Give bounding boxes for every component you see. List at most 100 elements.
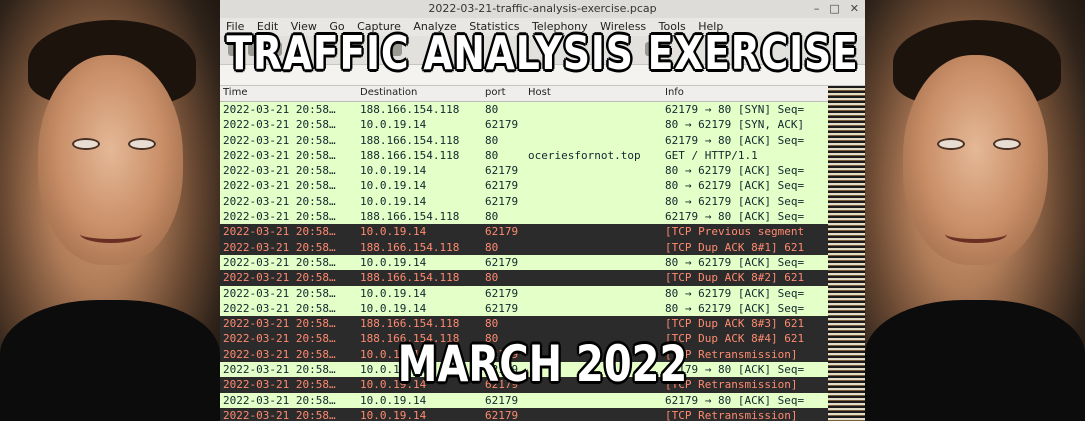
packet-port: 80 — [485, 148, 499, 162]
packet-time: 2022-03-21 20:58… — [223, 133, 336, 147]
packet-info: 62179 → 80 [ACK] Seq= — [665, 133, 805, 147]
packet-time: 2022-03-21 20:58… — [223, 148, 336, 162]
packet-port: 62179 — [485, 347, 519, 361]
menu-tools[interactable]: Tools — [658, 20, 686, 33]
packet-port: 80 — [485, 133, 499, 147]
close-icon[interactable]: ✕ — [849, 2, 859, 15]
menu-telephony[interactable]: Telephony — [532, 20, 588, 33]
packet-row[interactable]: 2022-03-21 20:58… 188.166.154.118 80 ocerie… — [220, 147, 828, 164]
packet-info: [TCP Dup ACK 8#3] 621 — [665, 317, 805, 331]
packet-info: 80 → 62179 [ACK] Seq= — [665, 255, 805, 269]
menu-edit[interactable]: Edit — [256, 20, 279, 33]
packet-port: 62179 — [485, 255, 519, 269]
packet-destination: 10.0.19.14 — [360, 363, 427, 377]
packet-destination: 10.0.19.14 — [360, 408, 427, 421]
packet-row[interactable]: 2022-03-21 20:58… 10.0.19.14 62179 80 → 621… — [220, 300, 828, 317]
packet-port: 80 — [485, 240, 499, 254]
packet-info: 80 → 62179 [ACK] Seq= — [665, 194, 805, 208]
packet-info: 80 → 62179 [ACK] Seq= — [665, 164, 805, 178]
menu-file[interactable]: File — [226, 20, 245, 33]
packet-row[interactable]: 2022-03-21 20:58… 10.0.19.14 62179 [TCP Ret… — [220, 346, 828, 363]
packet-list: Time Destination port Host Info 2022-03-… — [220, 86, 828, 421]
wireshark-window: 2022-03-21-traffic-analysis-exercise.pca… — [220, 0, 865, 421]
packet-list-scrollbar[interactable] — [828, 86, 865, 421]
packet-info: [TCP Dup ACK 8#1] 621 — [665, 240, 805, 254]
packet-row[interactable]: 2022-03-21 20:58… 10.0.19.14 62179 62179 → … — [220, 392, 828, 408]
packet-info: 62179 → 80 [ACK] Seq= — [665, 393, 805, 407]
packet-row[interactable]: 2022-03-21 20:58… 188.166.154.118 80 [TCP D… — [220, 239, 828, 255]
left-portrait-image — [0, 0, 220, 421]
menu-capture[interactable]: Capture — [357, 20, 401, 33]
column-host[interactable]: Host — [528, 87, 551, 98]
packet-time: 2022-03-21 20:58… — [223, 286, 336, 300]
packet-port: 80 — [485, 103, 499, 116]
start-capture-icon[interactable] — [228, 42, 242, 56]
suit-shape — [0, 300, 220, 421]
overlay-title: TRAFFIC ANALYSIS EXERCISE — [226, 26, 859, 80]
packet-time: 2022-03-21 20:58… — [223, 164, 336, 178]
column-time[interactable]: Time — [223, 87, 248, 98]
packet-row[interactable]: 2022-03-21 20:58… 10.0.19.14 62179 [TCP Ret… — [220, 407, 828, 421]
packet-destination: 10.0.19.14 — [360, 164, 427, 178]
suit-shape — [865, 300, 1085, 421]
packet-info: 80 → 62179 [ACK] Seq= — [665, 301, 805, 315]
packet-destination: 10.0.19.14 — [360, 118, 427, 132]
column-info[interactable]: Info — [665, 87, 684, 98]
packet-destination: 10.0.19.14 — [360, 378, 427, 392]
packet-row[interactable]: 2022-03-21 20:58… 188.166.154.118 80 62179 … — [220, 102, 828, 118]
packet-destination: 188.166.154.118 — [360, 240, 460, 254]
open-file-icon[interactable] — [388, 42, 402, 56]
packet-row[interactable]: 2022-03-21 20:58… 10.0.19.14 62179 80 → 621… — [220, 285, 828, 301]
packet-destination: 10.0.19.14 — [360, 347, 427, 361]
packet-row[interactable]: 2022-03-21 20:58… 10.0.19.14 62179 80 → 621… — [220, 117, 828, 133]
packet-row[interactable]: 2022-03-21 20:58… 188.166.154.118 80 62179 … — [220, 209, 828, 225]
packet-destination: 10.0.19.14 — [360, 286, 427, 300]
packet-port: 80 — [485, 332, 499, 346]
packet-row[interactable]: 2022-03-21 20:58… 10.0.19.14 62179 [TCP Ret… — [220, 377, 828, 393]
packet-info: 62179 → 80 [ACK] Seq= — [665, 363, 805, 377]
packet-row[interactable]: 2022-03-21 20:58… 188.166.154.118 80 62179 … — [220, 132, 828, 148]
packet-time: 2022-03-21 20:58… — [223, 118, 336, 132]
menu-analyze[interactable]: Analyze — [413, 20, 457, 33]
packet-destination: 188.166.154.118 — [360, 103, 460, 116]
packet-time: 2022-03-21 20:58… — [223, 378, 336, 392]
overlay-subtitle: MARCH 2022 — [397, 335, 688, 393]
packet-row[interactable]: 2022-03-21 20:58… 188.166.154.118 80 [TCP D… — [220, 316, 828, 332]
packet-time: 2022-03-21 20:58… — [223, 347, 336, 361]
restart-capture-icon[interactable] — [268, 42, 282, 56]
packet-row[interactable]: 2022-03-21 20:58… 10.0.19.14 62179 62179 → … — [220, 362, 828, 378]
minimize-icon[interactable]: – — [813, 2, 820, 15]
menu-statistics[interactable]: Statistics — [469, 20, 520, 33]
column-port[interactable]: port — [485, 87, 506, 98]
packet-port: 62179 — [485, 393, 519, 407]
maximize-icon[interactable]: □ — [829, 2, 840, 15]
menu-bar: File Edit View Go Capture Analyze Statis… — [220, 18, 865, 36]
menu-help[interactable]: Help — [698, 20, 724, 33]
menu-go[interactable]: Go — [329, 20, 345, 33]
packet-row[interactable]: 2022-03-21 20:58… 10.0.19.14 62179 80 → 621… — [220, 193, 828, 210]
packet-destination: 188.166.154.118 — [360, 271, 460, 285]
window-titlebar: 2022-03-21-traffic-analysis-exercise.pca… — [220, 0, 865, 18]
display-filter-input[interactable] — [220, 65, 865, 86]
packet-row[interactable]: 2022-03-21 20:58… 10.0.19.14 62179 80 → 621… — [220, 163, 828, 179]
packet-port: 62179 — [485, 301, 519, 315]
packet-info: 80 → 62179 [SYN, ACK] — [665, 118, 805, 132]
packet-row[interactable]: 2022-03-21 20:58… 10.0.19.14 62179 80 → 621… — [220, 254, 828, 271]
packet-info: [TCP Dup ACK 8#4] 621 — [665, 332, 805, 346]
mouth-shape — [945, 225, 1007, 243]
packet-time: 2022-03-21 20:58… — [223, 103, 336, 116]
packet-destination: 10.0.19.14 — [360, 225, 427, 239]
packet-row[interactable]: 2022-03-21 20:58… 10.0.19.14 62179 [TCP Pre… — [220, 224, 828, 240]
packet-row[interactable]: 2022-03-21 20:58… 188.166.154.118 80 [TCP D… — [220, 331, 828, 347]
options-icon[interactable] — [288, 42, 302, 56]
menu-view[interactable]: View — [290, 20, 317, 33]
packet-destination: 188.166.154.118 — [360, 317, 460, 331]
stop-capture-icon[interactable] — [248, 42, 262, 56]
column-destination[interactable]: Destination — [360, 87, 418, 98]
packet-time: 2022-03-21 20:58… — [223, 210, 336, 224]
packet-time: 2022-03-21 20:58… — [223, 317, 336, 331]
packet-row[interactable]: 2022-03-21 20:58… 10.0.19.14 62179 80 → 621… — [220, 178, 828, 194]
packet-row[interactable]: 2022-03-21 20:58… 188.166.154.118 80 [TCP D… — [220, 270, 828, 286]
zoom-icon[interactable] — [645, 42, 659, 56]
menu-wireless[interactable]: Wireless — [600, 20, 647, 33]
